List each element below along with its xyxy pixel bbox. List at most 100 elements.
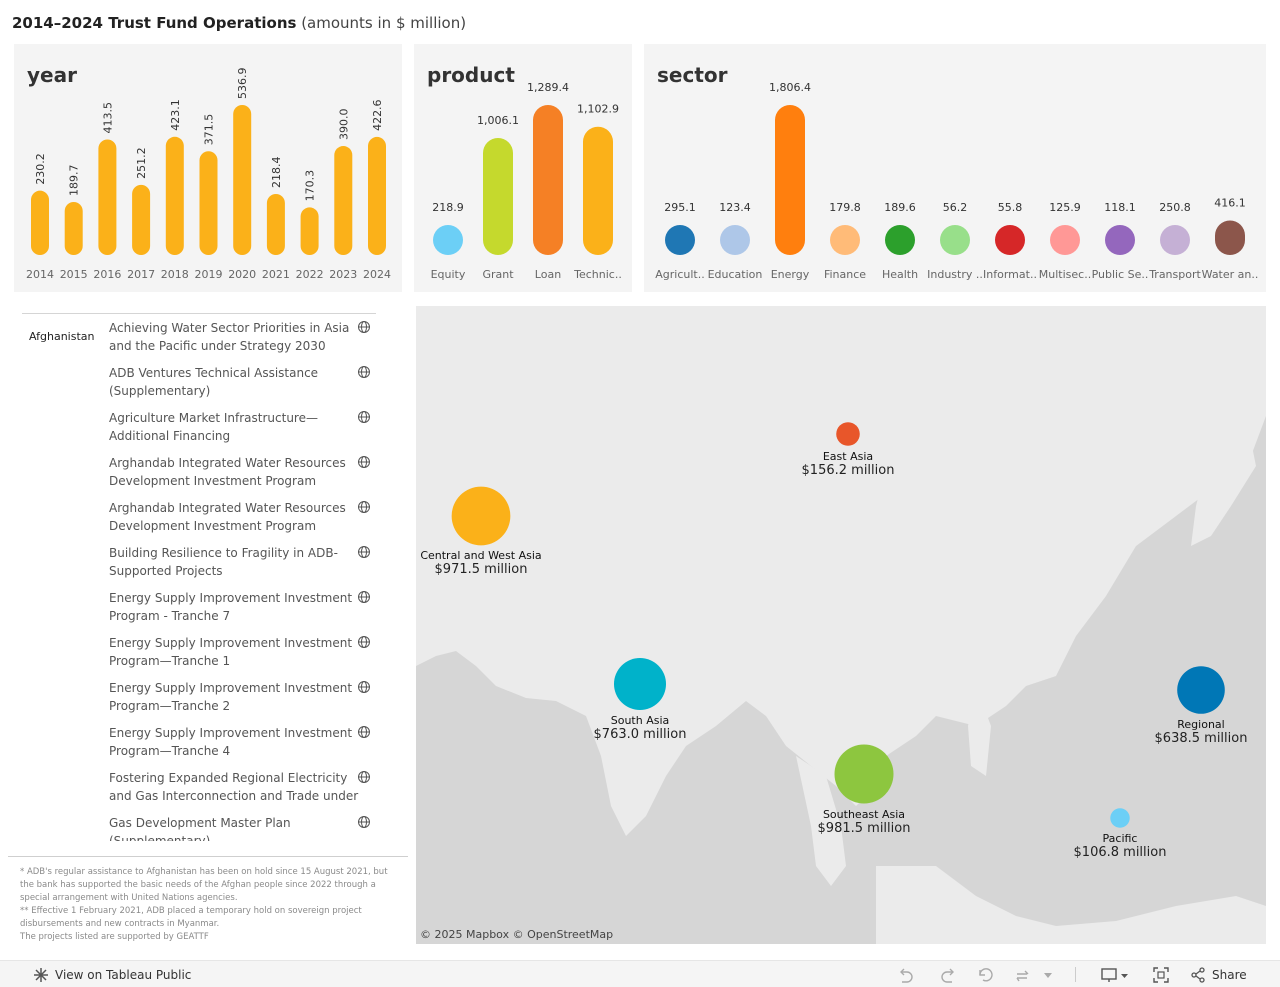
bar-2018[interactable] (165, 136, 184, 255)
globe-icon[interactable] (357, 455, 371, 469)
region-value: $156.2 million (801, 462, 895, 478)
project-item[interactable]: Fostering Expanded Regional Electricity … (109, 769, 359, 814)
region-name: Southeast Asia (822, 807, 906, 821)
bar-agricult[interactable] (665, 225, 695, 255)
bubble-regional[interactable] (1177, 666, 1225, 714)
bar-2019[interactable] (199, 151, 218, 255)
project-item[interactable]: ADB Ventures Technical Assistance (Suppl… (109, 364, 359, 409)
value-label-multisec: 125.9 (1049, 201, 1081, 214)
bar-finance[interactable] (830, 225, 860, 255)
title-sub: (amounts in $ million) (301, 14, 467, 32)
share-button[interactable]: Share (1190, 967, 1247, 983)
project-item[interactable]: Energy Supply Improvement Investment Pro… (109, 589, 359, 634)
tick-label-2018: 2018 (161, 268, 189, 281)
value-label-2015: 189.7 (68, 165, 81, 197)
value-label-informat: 55.8 (998, 201, 1023, 214)
footnotes: * ADB's regular assistance to Afghanista… (20, 866, 400, 944)
tick-label-2015: 2015 (60, 268, 88, 281)
globe-icon[interactable] (357, 770, 371, 784)
tick-label-loan: Loan (535, 268, 561, 281)
list-divider (8, 856, 408, 857)
project-name: Fostering Expanded Regional Electricity … (109, 771, 359, 803)
project-name: Arghandab Integrated Water Resources Dev… (109, 456, 346, 488)
project-item[interactable]: Arghandab Integrated Water Resources Dev… (109, 454, 359, 499)
bar-2023[interactable] (334, 146, 353, 255)
dashboard-title: 2014–2024 Trust Fund Operations (amounts… (12, 14, 466, 32)
globe-icon[interactable] (357, 365, 371, 379)
globe-icon[interactable] (357, 320, 371, 334)
value-label-technic: 1,102.9 (577, 103, 619, 116)
globe-icon[interactable] (357, 725, 371, 739)
globe-icon[interactable] (357, 815, 371, 829)
bar-2022[interactable] (300, 207, 319, 255)
bar-2014[interactable] (31, 190, 49, 255)
bubble-southeast-asia[interactable] (834, 744, 894, 804)
map-attribution[interactable]: © 2025 Mapbox © OpenStreetMap (420, 928, 614, 941)
project-item[interactable]: Energy Supply Improvement Investment Pro… (109, 724, 359, 769)
view-on-tableau-button[interactable]: View on Tableau Public (33, 967, 191, 983)
sector-chart-panel: sector 295.1 Agricult.. 123.4 Education 1,80… (644, 44, 1266, 292)
project-list[interactable]: Afghanistan Achieving Water Sector Prior… (22, 313, 376, 841)
project-item[interactable]: Achieving Water Sector Priorities in Asi… (109, 319, 359, 364)
bar-informat[interactable] (995, 225, 1025, 255)
globe-icon[interactable] (357, 590, 371, 604)
fullscreen-icon[interactable] (1152, 966, 1170, 984)
project-item[interactable]: Agriculture Market Infrastructure—Additi… (109, 409, 359, 454)
product-chart-panel: product 218.9 Equity 1,006.1 Grant 1,289.4 Lo… (414, 44, 632, 292)
bar-equity[interactable] (433, 225, 463, 255)
bar-transport[interactable] (1160, 225, 1190, 255)
year-chart: 230.2 2014 189.7 2015 413.5 2016 251.2 2017 423.… (26, 68, 391, 282)
bubble-south-asia[interactable] (613, 657, 667, 711)
project-item[interactable]: Arghandab Integrated Water Resources Dev… (109, 499, 359, 544)
device-preview-icon[interactable] (1100, 966, 1130, 984)
dropdown-icon[interactable] (1042, 966, 1054, 984)
tick-label-2023: 2023 (329, 268, 357, 281)
redo-icon[interactable] (938, 966, 956, 984)
globe-icon[interactable] (357, 500, 371, 514)
bar-2015[interactable] (64, 202, 83, 255)
project-item[interactable]: Energy Supply Improvement Investment Pro… (109, 634, 359, 679)
bar-loan[interactable] (533, 105, 563, 255)
bubble-central-and-west-asia[interactable] (451, 486, 511, 546)
bar-industry[interactable] (940, 225, 970, 255)
bar-2021[interactable] (266, 193, 285, 255)
globe-icon[interactable] (357, 680, 371, 694)
globe-icon[interactable] (357, 410, 371, 424)
undo-icon[interactable] (898, 966, 916, 984)
bar-water-an[interactable] (1215, 220, 1245, 255)
globe-icon[interactable] (357, 635, 371, 649)
project-item[interactable]: Building Resilience to Fragility in ADB-… (109, 544, 359, 589)
value-label-2020: 536.9 (236, 68, 249, 100)
project-name: Agriculture Market Infrastructure—Additi… (109, 411, 318, 443)
tick-label-transport: Transport (1148, 268, 1201, 281)
bar-2024[interactable] (368, 136, 386, 255)
bubble-pacific[interactable] (1110, 808, 1130, 828)
bar-public-se[interactable] (1105, 225, 1135, 255)
bar-health[interactable] (885, 225, 915, 255)
bubble-label-east-asia: East Asia $156.2 million (802, 450, 895, 478)
value-label-transport: 250.8 (1159, 201, 1191, 214)
tick-label-energy: Energy (771, 268, 810, 281)
region-map[interactable]: East Asia $156.2 million Central and West … (416, 306, 1266, 944)
project-name: ADB Ventures Technical Assistance (Suppl… (109, 366, 319, 398)
value-label-2016: 413.5 (101, 102, 114, 134)
project-item[interactable]: Energy Supply Improvement Investment Pro… (109, 679, 359, 724)
bar-2020[interactable] (233, 105, 252, 255)
tick-label-informat: Informat.. (983, 268, 1037, 281)
bubble-label-pacific: Pacific $106.8 million (1074, 832, 1167, 860)
bar-2016[interactable] (98, 139, 117, 255)
bar-energy[interactable] (775, 105, 805, 255)
bubble-east-asia[interactable] (836, 422, 860, 446)
value-label-2022: 170.3 (304, 170, 317, 202)
refresh-icon[interactable] (1014, 966, 1032, 984)
region-value: $971.5 million (434, 562, 528, 578)
project-item[interactable]: Gas Development Master Plan (Supplementa… (109, 814, 359, 841)
bar-education[interactable] (720, 225, 750, 255)
bar-multisec[interactable] (1050, 225, 1080, 255)
value-label-2018: 423.1 (169, 99, 182, 131)
revert-icon[interactable] (977, 966, 995, 984)
globe-icon[interactable] (357, 545, 371, 559)
bar-grant[interactable] (483, 137, 513, 255)
bar-technic[interactable] (583, 126, 613, 255)
bar-2017[interactable] (132, 184, 151, 255)
